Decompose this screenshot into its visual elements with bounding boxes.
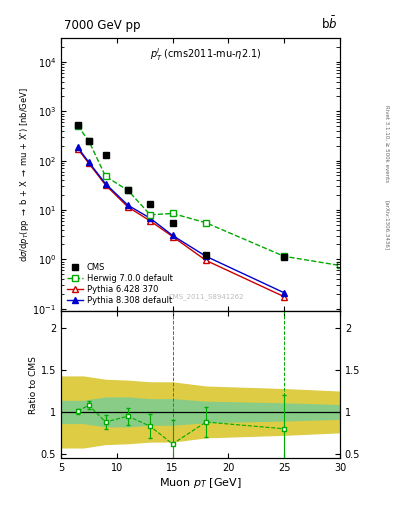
CMS [282,254,286,261]
Text: [arXiv:1306.3436]: [arXiv:1306.3436] [385,200,389,250]
Pythia 6.428 370 [282,293,286,300]
Pythia 8.308 default [282,290,286,296]
Y-axis label: d$\sigma$/d$p_T$(pp $\rightarrow$ b + X $\rightarrow$ mu + X') [nb/GeV]: d$\sigma$/d$p_T$(pp $\rightarrow$ b + X … [18,87,31,262]
Herwig 7.0.0 default [75,123,80,129]
CMS [125,186,130,193]
Pythia 8.308 default [103,181,108,187]
X-axis label: Muon $p_T$ [GeV]: Muon $p_T$ [GeV] [159,476,242,490]
CMS [148,201,152,207]
Pythia 6.428 370 [103,182,108,188]
Pythia 6.428 370 [148,218,152,224]
CMS [204,251,208,258]
Herwig 7.0.0 default [170,210,175,217]
Y-axis label: Ratio to CMS: Ratio to CMS [29,356,38,414]
Pythia 6.428 370 [86,160,91,166]
Line: Herwig 7.0.0 default: Herwig 7.0.0 default [75,123,343,268]
Pythia 8.308 default [170,232,175,239]
Herwig 7.0.0 default [204,220,208,226]
Pythia 8.308 default [125,202,130,208]
Herwig 7.0.0 default [103,173,108,179]
Line: Pythia 6.428 370: Pythia 6.428 370 [75,146,287,300]
Line: Pythia 8.308 default: Pythia 8.308 default [75,145,287,295]
Text: b$\bar{b}$: b$\bar{b}$ [321,15,337,32]
Pythia 8.308 default [86,159,91,165]
Herwig 7.0.0 default [125,187,130,194]
Pythia 8.308 default [75,144,80,151]
Pythia 6.428 370 [125,204,130,210]
Text: CMS_2011_S8941262: CMS_2011_S8941262 [168,293,244,300]
Herwig 7.0.0 default [282,253,286,260]
Pythia 6.428 370 [204,258,208,264]
Herwig 7.0.0 default [86,138,91,144]
CMS [103,152,108,158]
Text: 7000 GeV pp: 7000 GeV pp [64,18,140,32]
CMS [170,220,175,226]
Herwig 7.0.0 default [338,263,342,269]
Text: Rivet 3.1.10, ≥ 500k events: Rivet 3.1.10, ≥ 500k events [385,105,389,182]
CMS [86,138,91,144]
Herwig 7.0.0 default [148,211,152,218]
Pythia 8.308 default [204,253,208,260]
Pythia 6.428 370 [75,145,80,152]
Pythia 6.428 370 [170,233,175,240]
Text: $p_T^l$ (cms2011-mu-$\eta$2.1): $p_T^l$ (cms2011-mu-$\eta$2.1) [150,47,262,63]
Legend: CMS, Herwig 7.0.0 default, Pythia 6.428 370, Pythia 8.308 default: CMS, Herwig 7.0.0 default, Pythia 6.428 … [65,261,174,307]
Pythia 8.308 default [148,215,152,221]
Line: CMS: CMS [74,121,288,261]
CMS [75,122,80,128]
